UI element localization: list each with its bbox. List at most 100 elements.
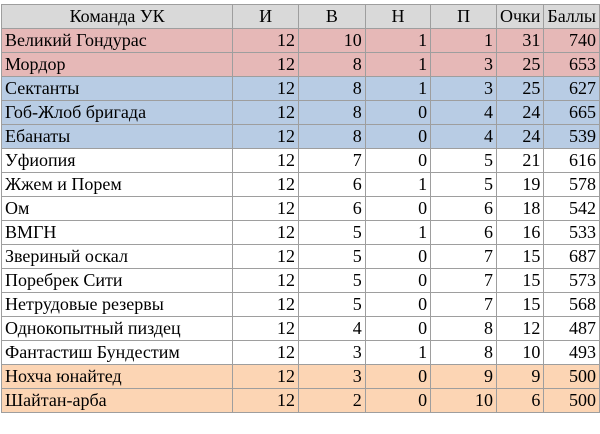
games-cell: 12 <box>232 28 299 53</box>
table-row: Жжем и Порем 12 6 1 5 19 578 <box>0 172 600 197</box>
table-row: Поребрек Сити 12 5 0 7 15 573 <box>0 268 600 293</box>
table-row: ВМГН 12 5 1 6 16 533 <box>0 220 600 245</box>
header-draws: Н <box>364 4 432 29</box>
team-name-cell: Великий Гондурас <box>0 28 234 53</box>
games-cell: 12 <box>232 340 299 365</box>
score-cell: 665 <box>543 100 600 125</box>
team-name-cell: Звериный оскал <box>0 244 234 269</box>
team-name-cell: Фантастиш Бундестим <box>0 340 234 365</box>
team-name-cell: Гоб-Жлоб бригада <box>0 100 234 125</box>
header-row: Команда УК И В Н П Очки Баллы <box>0 4 600 29</box>
losses-cell: 8 <box>430 340 497 365</box>
header-losses: П <box>430 4 497 29</box>
wins-cell: 8 <box>298 124 366 149</box>
score-cell: 500 <box>543 388 600 413</box>
draws-cell: 1 <box>364 52 432 77</box>
team-name-cell: Ом <box>0 196 234 221</box>
draws-cell: 1 <box>364 220 432 245</box>
score-cell: 542 <box>543 196 600 221</box>
games-cell: 12 <box>232 148 299 173</box>
standings-table: Команда УК И В Н П Очки Баллы Великий Го… <box>0 4 600 413</box>
team-name-cell: Уфиопия <box>0 148 234 173</box>
draws-cell: 0 <box>364 388 432 413</box>
draws-cell: 1 <box>364 172 432 197</box>
games-cell: 12 <box>232 196 299 221</box>
table-row: Великий Гондурас 12 10 1 1 31 740 <box>0 28 600 53</box>
draws-cell: 0 <box>364 124 432 149</box>
wins-cell: 6 <box>298 172 366 197</box>
wins-cell: 8 <box>298 76 366 101</box>
draws-cell: 1 <box>364 76 432 101</box>
games-cell: 12 <box>232 244 299 269</box>
points-cell: 16 <box>495 220 545 245</box>
table-row: Однокопытный пиздец 12 4 0 8 12 487 <box>0 316 600 341</box>
points-cell: 25 <box>495 76 545 101</box>
points-cell: 15 <box>495 268 545 293</box>
team-name-cell: Мордор <box>0 52 234 77</box>
wins-cell: 10 <box>298 28 366 53</box>
losses-cell: 8 <box>430 316 497 341</box>
points-cell: 12 <box>495 316 545 341</box>
header-score: Баллы <box>543 4 600 29</box>
points-cell: 15 <box>495 292 545 317</box>
table-body: Великий Гондурас 12 10 1 1 31 740 Мордор 12 8 1 3 25… <box>0 28 600 413</box>
draws-cell: 0 <box>364 364 432 389</box>
table-row: Ебанаты 12 8 0 4 24 539 <box>0 124 600 149</box>
wins-cell: 5 <box>298 220 366 245</box>
draws-cell: 1 <box>364 28 432 53</box>
score-cell: 493 <box>543 340 600 365</box>
team-name-cell: Шайтан-арба <box>0 388 234 413</box>
draws-cell: 0 <box>364 196 432 221</box>
table-row: Уфиопия 12 7 0 5 21 616 <box>0 148 600 173</box>
score-cell: 687 <box>543 244 600 269</box>
wins-cell: 4 <box>298 316 366 341</box>
team-name-cell: Однокопытный пиздец <box>0 316 234 341</box>
losses-cell: 7 <box>430 268 497 293</box>
points-cell: 15 <box>495 244 545 269</box>
team-name-cell: Поребрек Сити <box>0 268 234 293</box>
points-cell: 24 <box>495 100 545 125</box>
team-name-cell: ВМГН <box>0 220 234 245</box>
score-cell: 573 <box>543 268 600 293</box>
score-cell: 740 <box>543 28 600 53</box>
draws-cell: 0 <box>364 100 432 125</box>
points-cell: 9 <box>495 364 545 389</box>
games-cell: 12 <box>232 172 299 197</box>
losses-cell: 9 <box>430 364 497 389</box>
header-team: Команда УК <box>0 4 234 29</box>
wins-cell: 5 <box>298 292 366 317</box>
team-name-cell: Ебанаты <box>0 124 234 149</box>
draws-cell: 0 <box>364 148 432 173</box>
wins-cell: 5 <box>298 268 366 293</box>
games-cell: 12 <box>232 52 299 77</box>
draws-cell: 1 <box>364 340 432 365</box>
score-cell: 568 <box>543 292 600 317</box>
team-name-cell: Сектанты <box>0 76 234 101</box>
table-row: Гоб-Жлоб бригада 12 8 0 4 24 665 <box>0 100 600 125</box>
points-cell: 19 <box>495 172 545 197</box>
losses-cell: 10 <box>430 388 497 413</box>
wins-cell: 6 <box>298 196 366 221</box>
table-row: Нетрудовые резервы 12 5 0 7 15 568 <box>0 292 600 317</box>
score-cell: 616 <box>543 148 600 173</box>
games-cell: 12 <box>232 292 299 317</box>
wins-cell: 8 <box>298 52 366 77</box>
score-cell: 627 <box>543 76 600 101</box>
team-name-cell: Жжем и Порем <box>0 172 234 197</box>
score-cell: 539 <box>543 124 600 149</box>
points-cell: 31 <box>495 28 545 53</box>
header-points: Очки <box>495 4 545 29</box>
games-cell: 12 <box>232 76 299 101</box>
points-cell: 18 <box>495 196 545 221</box>
points-cell: 10 <box>495 340 545 365</box>
losses-cell: 6 <box>430 220 497 245</box>
team-name-cell: Нохча юнайтед <box>0 364 234 389</box>
score-cell: 500 <box>543 364 600 389</box>
score-cell: 578 <box>543 172 600 197</box>
table-row: Ом 12 6 0 6 18 542 <box>0 196 600 221</box>
table-row: Шайтан-арба 12 2 0 10 6 500 <box>0 388 600 413</box>
table-row: Звериный оскал 12 5 0 7 15 687 <box>0 244 600 269</box>
games-cell: 12 <box>232 268 299 293</box>
draws-cell: 0 <box>364 292 432 317</box>
losses-cell: 5 <box>430 172 497 197</box>
